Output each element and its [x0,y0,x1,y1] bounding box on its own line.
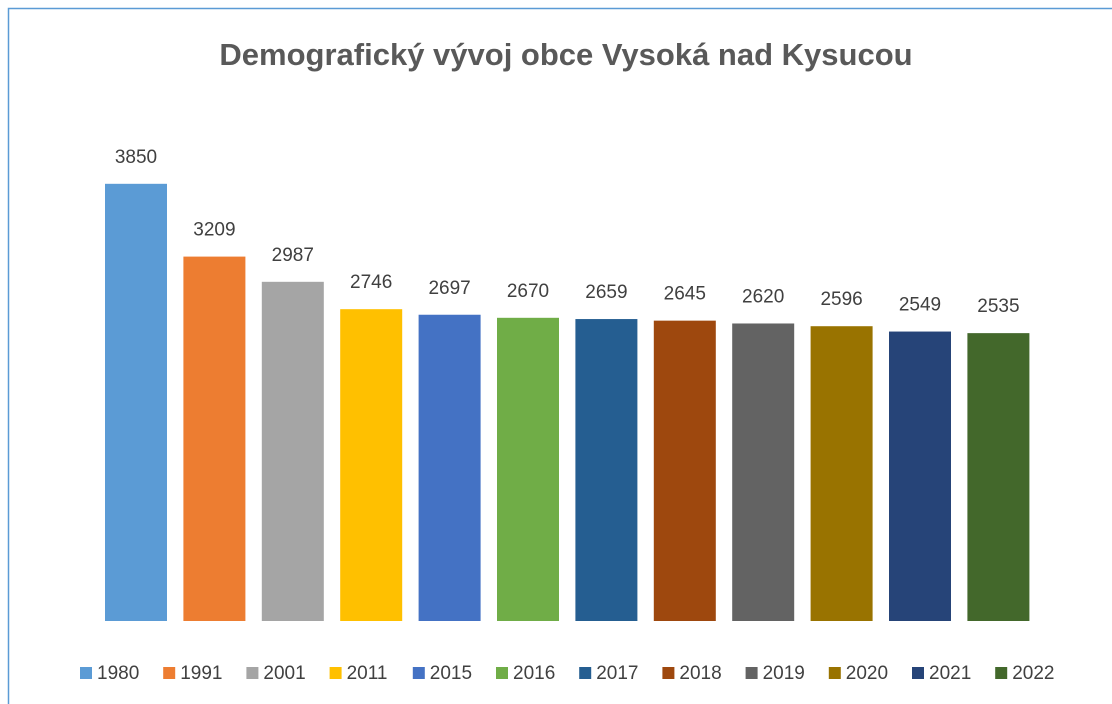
bar [340,309,403,621]
bar [575,319,638,621]
value-label: 2697 [428,278,470,299]
value-label: 3209 [193,220,235,241]
legend-label: 2020 [846,663,888,684]
legend-label: 2021 [929,663,971,684]
bar [497,317,559,621]
value-label: 2596 [820,289,862,310]
chart-title: Demografický vývoj obce Vysoká nad Kysuc… [219,37,912,72]
legend-label: 1991 [180,663,222,684]
value-label: 2987 [272,245,314,266]
legend-label: 2016 [513,663,555,684]
bar [105,183,167,622]
legend-swatch [246,667,259,679]
bar [810,326,873,621]
legend-label: 2011 [347,663,388,684]
value-label: 3850 [115,147,157,168]
legend-swatch [828,667,841,679]
bar [889,331,951,621]
legend-swatch [912,667,924,679]
bar [732,323,795,621]
bar [183,256,246,621]
value-label: 2645 [664,284,706,305]
legend-label: 2022 [1012,663,1054,684]
legend-swatch [662,667,675,679]
value-label: 2670 [507,281,549,302]
bar [261,281,324,621]
legend-label: 2019 [763,663,805,684]
legend-label: 1980 [97,663,139,684]
value-label: 2549 [899,295,941,316]
legend-swatch [496,667,508,679]
legend-label: 2018 [679,663,721,684]
legend-swatch [745,667,758,679]
legend-swatch [163,667,176,679]
legend-label: 2001 [263,663,305,684]
legend-swatch [329,667,342,679]
bar [418,314,481,621]
legend-swatch [995,667,1008,679]
bar [967,333,1030,621]
legend-swatch [579,667,592,679]
legend-swatch [412,667,425,679]
value-label: 2535 [977,296,1019,317]
value-label: 2746 [350,272,392,293]
legend-swatch [80,667,92,679]
value-label: 2620 [742,287,784,308]
value-label: 2659 [585,282,627,303]
bar [653,320,716,621]
legend-label: 2015 [430,663,472,684]
legend-label: 2017 [596,663,638,684]
